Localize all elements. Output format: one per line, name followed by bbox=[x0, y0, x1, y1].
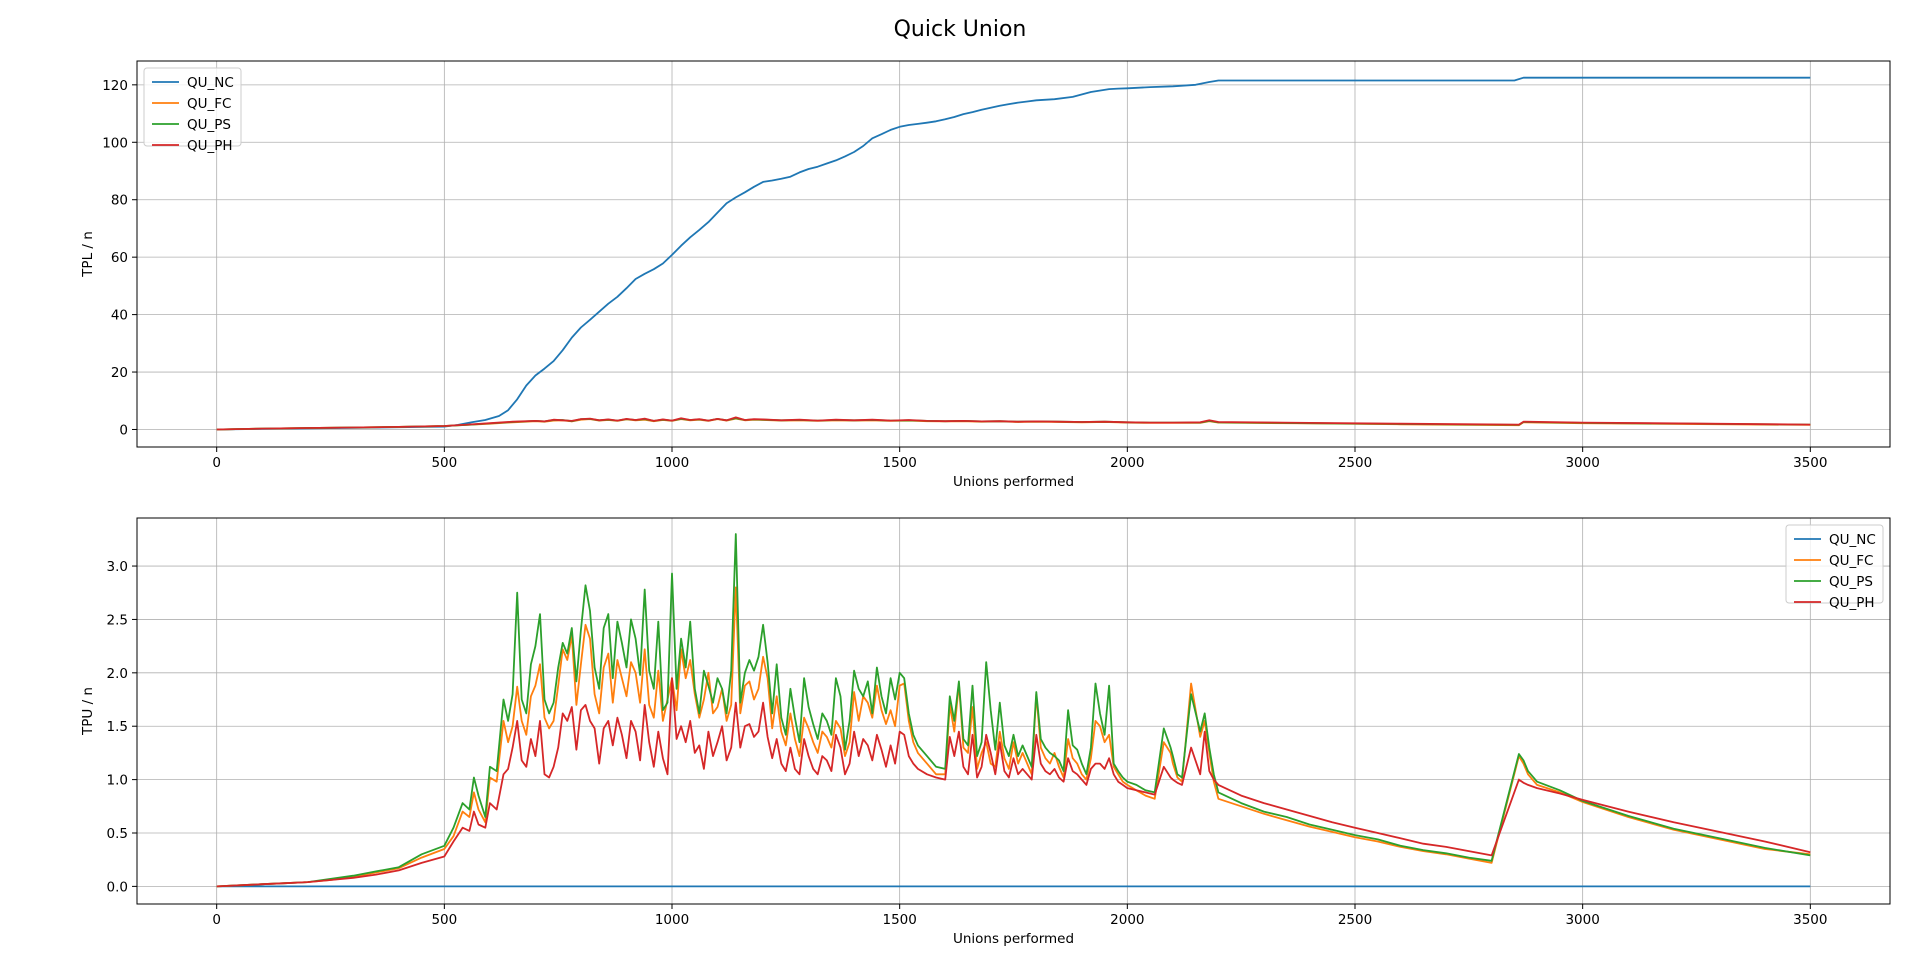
axes-frame bbox=[136, 60, 1891, 448]
legend-label: QU_FC bbox=[1829, 553, 1873, 569]
x-tick-label: 500 bbox=[431, 912, 457, 928]
y-tick-label: 3.0 bbox=[107, 559, 128, 575]
y-tick-label: 120 bbox=[102, 78, 128, 94]
x-tick-label: 3500 bbox=[1793, 455, 1827, 471]
series-line-qu-nc bbox=[216, 76, 1811, 431]
y-tick-label: 0.5 bbox=[107, 826, 128, 842]
x-tick-label: 0 bbox=[212, 455, 221, 471]
x-tick-label: 3000 bbox=[1565, 912, 1599, 928]
x-axis-label: Unions performed bbox=[953, 474, 1074, 490]
legend-box bbox=[143, 67, 242, 147]
x-tick-label: 1000 bbox=[655, 455, 689, 471]
x-tick-label: 3000 bbox=[1565, 455, 1599, 471]
x-tick-label: 500 bbox=[431, 455, 457, 471]
series-line-qu-ph bbox=[216, 677, 1811, 888]
legend-label: QU_NC bbox=[187, 75, 234, 91]
y-axis-label: TPU / n bbox=[80, 687, 96, 736]
y-tick-label: 40 bbox=[111, 308, 128, 324]
legend-label: QU_PH bbox=[1829, 595, 1875, 611]
legend-label: QU_FC bbox=[187, 96, 231, 112]
axes-frame bbox=[136, 517, 1891, 905]
y-tick-label: 80 bbox=[111, 193, 128, 209]
y-tick-label: 1.5 bbox=[107, 719, 128, 735]
x-tick-label: 2500 bbox=[1338, 455, 1372, 471]
legend: QU_NC QU_FC QU_PS QU_PH bbox=[143, 67, 242, 154]
x-tick-label: 1500 bbox=[882, 912, 916, 928]
x-tick-label: 1500 bbox=[882, 455, 916, 471]
y-tick-label: 0 bbox=[119, 422, 128, 438]
y-tick-label: 100 bbox=[102, 135, 128, 151]
x-tick-label: 2500 bbox=[1338, 912, 1372, 928]
legend-box bbox=[1785, 524, 1884, 604]
tpu-subplot: 0 500 1000 1500 2000 2500 3000 3500 0.0 0.5 1.0 1.5… bbox=[80, 517, 1891, 947]
series-line-qu-fc bbox=[216, 586, 1811, 888]
y-tick-label: 1.0 bbox=[107, 773, 128, 789]
x-tick-label: 2000 bbox=[1110, 912, 1144, 928]
tpl-subplot: 0 500 1000 1500 2000 2500 3000 3500 0 20 40 60 80 100… bbox=[80, 60, 1891, 490]
x-axis-label: Unions performed bbox=[953, 931, 1074, 947]
series-line-qu-ps bbox=[216, 533, 1811, 888]
y-tick-label: 2.0 bbox=[107, 666, 128, 682]
y-tick-label: 0.0 bbox=[107, 879, 128, 895]
y-tick-label: 60 bbox=[111, 250, 128, 266]
y-axis-label: TPL / n bbox=[80, 231, 96, 278]
legend-label: QU_PS bbox=[187, 117, 231, 133]
legend-label: QU_NC bbox=[1829, 532, 1876, 548]
y-tick-label: 2.5 bbox=[107, 612, 128, 628]
y-tick-label: 20 bbox=[111, 365, 128, 381]
legend-label: QU_PH bbox=[187, 138, 233, 154]
x-tick-label: 3500 bbox=[1793, 912, 1827, 928]
figure-title: Quick Union bbox=[894, 17, 1027, 42]
legend: QU_NC QU_FC QU_PS QU_PH bbox=[1785, 524, 1884, 611]
x-tick-label: 2000 bbox=[1110, 455, 1144, 471]
x-tick-label: 0 bbox=[212, 912, 221, 928]
legend-label: QU_PS bbox=[1829, 574, 1873, 590]
x-tick-label: 1000 bbox=[655, 912, 689, 928]
series-line-qu-ph bbox=[216, 416, 1811, 431]
